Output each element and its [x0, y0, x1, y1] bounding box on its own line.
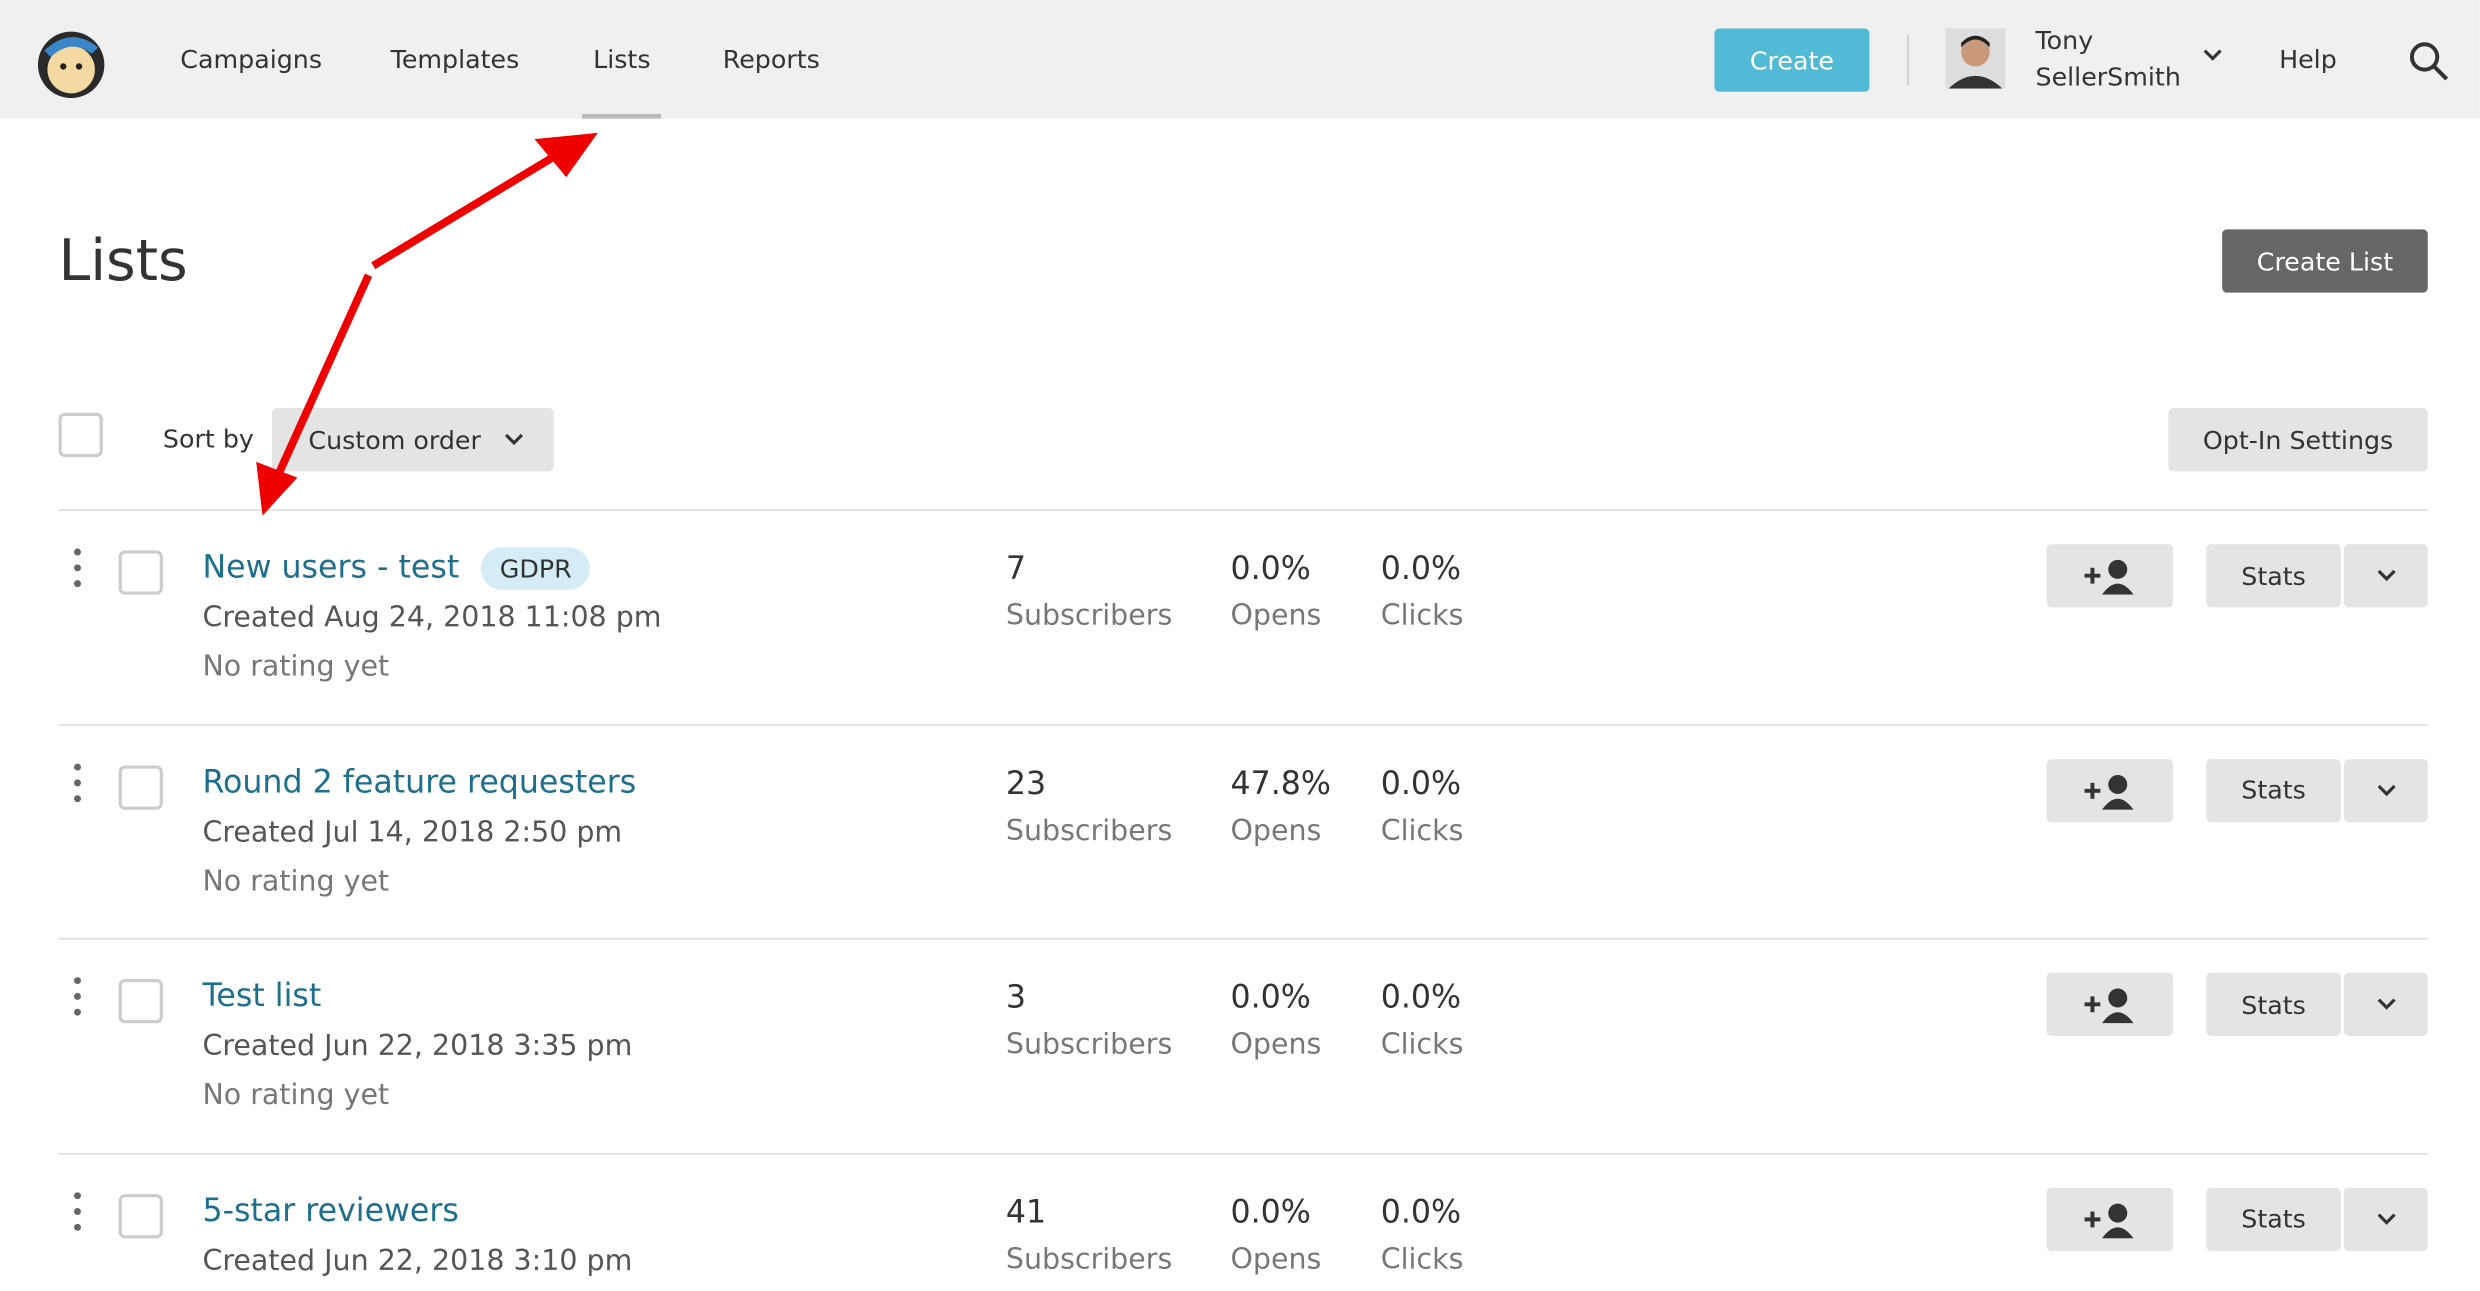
select-all-checkbox[interactable]	[58, 412, 103, 458]
user-chevron[interactable]	[2202, 47, 2224, 63]
row-separator	[58, 509, 2428, 511]
created-date: Created Jun 22, 2018 3:35 pm	[202, 1029, 633, 1063]
gdpr-badge: GDPR	[480, 547, 591, 590]
stats-button[interactable]: Stats	[2206, 544, 2341, 608]
chevron	[505, 433, 524, 446]
row-checkbox[interactable]	[118, 764, 163, 809]
subscribers-label: Subscribers	[1005, 813, 1173, 847]
subscribers-value: 7	[1005, 548, 1027, 587]
clicks-value: 0.0%	[1380, 977, 1462, 1016]
nav-item[interactable]: Lists	[593, 44, 651, 75]
add-subscriber-button[interactable]	[2046, 544, 2174, 608]
clicks-value: 0.0%	[1380, 548, 1462, 587]
stats-menu-button[interactable]	[2343, 1186, 2428, 1251]
clicks-label: Clicks	[1380, 1028, 1464, 1062]
list-name[interactable]: Test list	[202, 975, 322, 1014]
row-separator	[58, 937, 2428, 940]
stats-button[interactable]: Stats	[2206, 972, 2341, 1036]
opens-value: 0.0%	[1230, 548, 1311, 587]
stats-menu-button[interactable]	[2343, 758, 2428, 822]
drag-handle	[73, 976, 82, 1017]
subscribers-value: 23	[1005, 763, 1047, 802]
clicks-value: 0.0%	[1380, 763, 1462, 802]
user-first[interactable]: Tony	[2035, 25, 2094, 56]
rating: No rating yet	[202, 1078, 390, 1112]
page-title: Lists	[58, 229, 188, 295]
rating: No rating yet	[202, 650, 390, 684]
avatar[interactable]	[1945, 28, 2006, 89]
add-subscriber-button[interactable]	[2046, 972, 2174, 1036]
sort-label: Sort by	[162, 423, 254, 454]
list-name[interactable]: 5-star reviewers	[202, 1190, 459, 1229]
row-checkbox[interactable]	[118, 550, 163, 595]
clicks-label: Clicks	[1380, 1242, 1464, 1276]
divider	[1907, 34, 1909, 86]
drag-handle	[73, 1190, 82, 1231]
created-date: Created Jul 14, 2018 2:50 pm	[202, 815, 623, 849]
nav-item[interactable]: Reports	[722, 44, 820, 75]
created-date: Created Aug 24, 2018 11:08 pm	[202, 601, 662, 635]
stats-menu-button[interactable]	[2343, 544, 2428, 608]
row-checkbox[interactable]	[118, 1193, 163, 1238]
row-separator	[58, 1152, 2428, 1154]
user-last[interactable]: SellerSmith	[2035, 61, 2181, 92]
logo[interactable]	[32, 22, 111, 101]
opens-value: 47.8%	[1230, 763, 1331, 802]
drag-handle	[73, 762, 82, 803]
stats-button[interactable]: Stats	[2206, 758, 2341, 822]
subscribers-value: 3	[1005, 977, 1027, 1016]
list-name[interactable]: New users - test	[202, 547, 460, 586]
search-icon[interactable]	[2409, 41, 2450, 82]
sort-dropdown[interactable]: Custom order	[272, 408, 554, 472]
create-button[interactable]: Create	[1714, 28, 1870, 92]
subscribers-label: Subscribers	[1005, 1028, 1173, 1062]
nav-item[interactable]: Campaigns	[180, 44, 323, 75]
sort-value: Custom order	[308, 424, 481, 455]
add-subscriber-button[interactable]	[2046, 1186, 2174, 1251]
row-checkbox[interactable]	[118, 979, 163, 1024]
stats-menu-button[interactable]	[2343, 972, 2428, 1036]
subscribers-value: 41	[1005, 1191, 1047, 1230]
drag-handle	[73, 547, 82, 588]
clicks-label: Clicks	[1380, 599, 1464, 633]
list-name[interactable]: Round 2 feature requesters	[202, 761, 637, 800]
active-underline	[582, 113, 662, 119]
rating: No rating yet	[202, 864, 390, 898]
opens-label: Opens	[1230, 813, 1322, 847]
clicks-value: 0.0%	[1380, 1191, 1462, 1230]
opens-label: Opens	[1230, 1028, 1322, 1062]
opens-value: 0.0%	[1230, 1191, 1311, 1230]
add-subscriber-button[interactable]	[2046, 758, 2174, 822]
row-separator	[58, 723, 2428, 726]
create-list-button[interactable]: Create List	[2222, 229, 2428, 293]
nav-item[interactable]: Templates	[390, 44, 520, 75]
subscribers-label: Subscribers	[1005, 1242, 1173, 1276]
opt-in-button[interactable]: Opt-In Settings	[2168, 408, 2428, 472]
opens-value: 0.0%	[1230, 977, 1311, 1016]
opens-label: Opens	[1230, 599, 1322, 633]
help[interactable]: Help	[2279, 44, 2337, 75]
clicks-label: Clicks	[1380, 813, 1464, 847]
top-nav: Campaigns Templates Lists Reports Create To…	[0, 0, 2480, 119]
created-date: Created Jun 22, 2018 3:10 pm	[202, 1243, 633, 1278]
subscribers-label: Subscribers	[1005, 599, 1173, 633]
stats-button[interactable]: Stats	[2206, 1186, 2341, 1251]
opens-label: Opens	[1230, 1242, 1322, 1276]
